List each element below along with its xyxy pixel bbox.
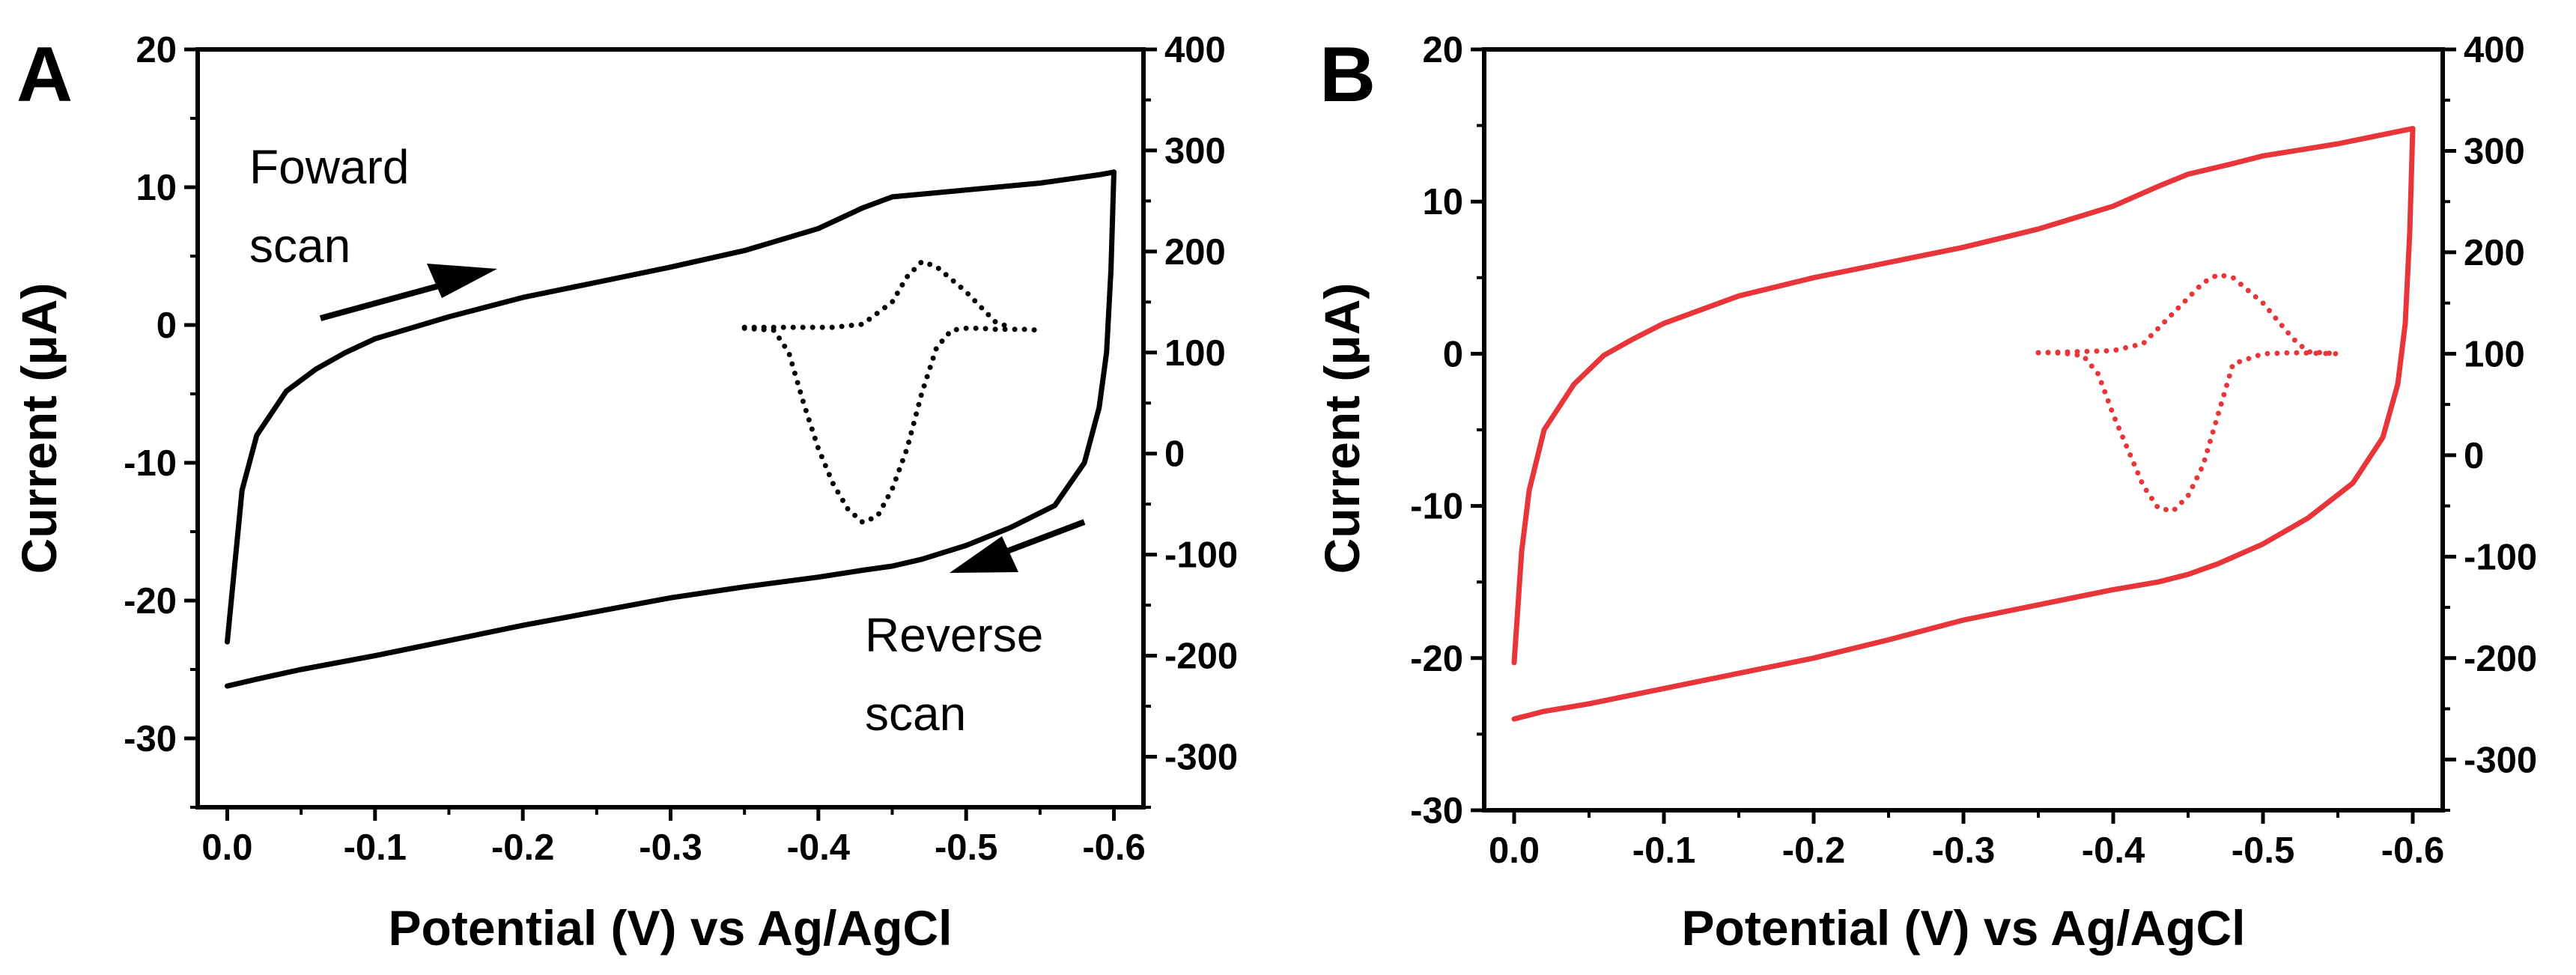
y-axis-title: Current (μA) bbox=[1314, 283, 1370, 574]
x-tick-label: -0.3 bbox=[1932, 830, 1995, 871]
y-tick-label: -30 bbox=[1410, 791, 1463, 831]
reverse-scan-line-1: Reverse bbox=[865, 608, 1043, 662]
y-tick-label: -10 bbox=[1410, 487, 1463, 527]
forward-scan-line-1: Foward bbox=[249, 140, 409, 194]
panel-label: B bbox=[1319, 31, 1376, 118]
y2-tick-label: -100 bbox=[2464, 537, 2537, 577]
y2-tick-label: 0 bbox=[2464, 436, 2484, 476]
x-tick-label: -0.3 bbox=[639, 827, 702, 868]
y2-tick-label: -100 bbox=[1164, 535, 1238, 576]
y-tick-label: -30 bbox=[124, 719, 177, 759]
y-axis-title: Current (μA) bbox=[11, 283, 67, 574]
x-tick-label: -0.6 bbox=[2381, 830, 2444, 871]
swv-inset-line bbox=[741, 325, 1043, 525]
cv-line bbox=[225, 169, 1117, 689]
y-tick-label: 10 bbox=[136, 168, 177, 208]
y2-tick-label: 200 bbox=[1164, 232, 1226, 273]
y2-tick-label: 100 bbox=[1164, 333, 1226, 374]
y2-tick-label: 400 bbox=[2464, 30, 2525, 70]
y2-tick-label: 300 bbox=[1164, 131, 1226, 171]
x-tick-label: -0.5 bbox=[2232, 830, 2294, 871]
y-tick-label: -10 bbox=[124, 443, 177, 484]
y2-tick-label: -300 bbox=[1164, 738, 1238, 778]
y2-tick-label: -200 bbox=[1164, 637, 1238, 677]
x-tick-label: -0.4 bbox=[787, 827, 850, 868]
y-tick-label: 20 bbox=[1422, 30, 1463, 70]
forward-scan-label: Foward scan bbox=[249, 140, 422, 273]
cv-line bbox=[1511, 126, 2416, 722]
reverse-scan-arrow bbox=[950, 519, 1086, 573]
y2-tick-label: 400 bbox=[1164, 30, 1226, 70]
x-axis-title: Potential (V) vs Ag/AgCl bbox=[389, 900, 953, 956]
cv-line bbox=[1511, 126, 2416, 666]
y-tick-label: 0 bbox=[1443, 334, 1463, 374]
x-tick-label: -0.6 bbox=[1082, 827, 1145, 868]
x-axis-title: Potential (V) vs Ag/AgCl bbox=[1682, 900, 2246, 956]
y-tick-label: -20 bbox=[124, 581, 177, 622]
x-tick-label: -0.2 bbox=[491, 827, 554, 868]
cv-line bbox=[225, 169, 1117, 645]
x-tick-label: 0.0 bbox=[1489, 830, 1540, 871]
y2-tick-label: -300 bbox=[2464, 740, 2537, 780]
swv-inset-line bbox=[2035, 272, 2341, 356]
reverse-scan-line-2: scan bbox=[865, 687, 966, 741]
y2-tick-label: 0 bbox=[1164, 434, 1185, 475]
x-tick-label: -0.1 bbox=[1632, 830, 1695, 871]
y2-tick-label: 100 bbox=[2464, 334, 2525, 374]
swv-inset-line bbox=[741, 258, 1013, 330]
x-tick-label: -0.2 bbox=[1782, 830, 1845, 871]
tick-group: 0.0 -0.1 -0.2 -0.3 -0.4 -0.5 -0.620100-10-20-3… bbox=[124, 30, 1238, 868]
y2-tick-label: 300 bbox=[2464, 131, 2525, 171]
x-tick-label: -0.1 bbox=[344, 827, 407, 868]
y-tick-label: 10 bbox=[1422, 182, 1463, 222]
panel-b: B 0.0 -0.1 -0.2 -0.3 -0.4 -0.5 -0.620100-10-20… bbox=[1314, 30, 2537, 956]
x-tick-label: -0.5 bbox=[935, 827, 997, 868]
series-group bbox=[1511, 126, 2416, 722]
reverse-scan-label: Reverse scan bbox=[865, 608, 1057, 741]
panel-a: A 0.0 -0.1 -0.2 -0.3 -0.4 -0.5 -0.620100-10-20… bbox=[11, 30, 1238, 956]
forward-scan-arrow bbox=[319, 264, 497, 321]
x-tick-label: 0.0 bbox=[201, 827, 252, 868]
x-tick-label: -0.4 bbox=[2082, 830, 2145, 871]
y-tick-label: 20 bbox=[136, 30, 177, 70]
swv-inset-line bbox=[2035, 350, 2341, 514]
y2-tick-label: 200 bbox=[2464, 233, 2525, 273]
series-group bbox=[225, 169, 1117, 689]
y-tick-label: -20 bbox=[1410, 639, 1463, 679]
panel-label: A bbox=[16, 31, 73, 118]
y2-tick-label: -200 bbox=[2464, 639, 2537, 679]
forward-scan-line-2: scan bbox=[249, 219, 350, 273]
y-tick-label: 0 bbox=[157, 306, 177, 346]
tick-group: 0.0 -0.1 -0.2 -0.3 -0.4 -0.5 -0.620100-10-20-3… bbox=[1410, 30, 2537, 871]
